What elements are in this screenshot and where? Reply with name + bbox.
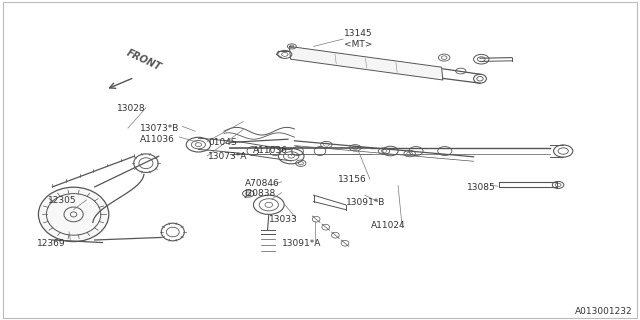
Text: A11024: A11024 [371, 221, 406, 230]
Text: J20838: J20838 [244, 189, 276, 198]
Text: 13073*A: 13073*A [208, 152, 248, 161]
Text: 12305: 12305 [48, 196, 77, 204]
Text: 13028: 13028 [117, 104, 146, 113]
Text: 12369: 12369 [37, 239, 66, 248]
Text: 13156: 13156 [338, 175, 367, 184]
Text: 13145: 13145 [344, 29, 372, 38]
Polygon shape [289, 46, 443, 80]
Text: A11036: A11036 [253, 146, 287, 155]
Ellipse shape [38, 187, 109, 242]
Text: 13091*B: 13091*B [346, 198, 385, 207]
Text: 13033: 13033 [269, 215, 298, 224]
Text: 13073*B: 13073*B [140, 124, 179, 133]
Text: 0104S: 0104S [208, 138, 237, 147]
Text: 13091*A: 13091*A [282, 239, 321, 248]
Text: A70846: A70846 [244, 179, 279, 188]
Text: A11036: A11036 [140, 135, 174, 144]
Text: <MT>: <MT> [344, 40, 372, 49]
Text: FRONT: FRONT [125, 48, 163, 73]
Text: A013001232: A013001232 [575, 308, 632, 316]
Text: 13085: 13085 [467, 183, 496, 192]
